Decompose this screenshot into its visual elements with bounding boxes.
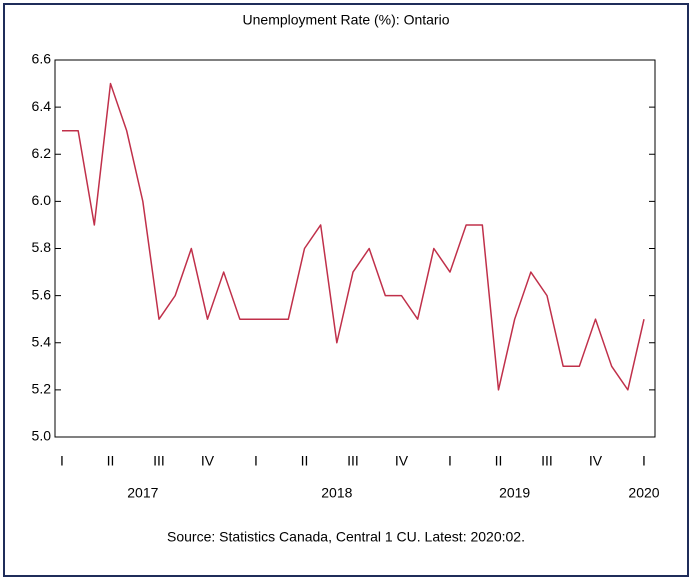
year-label: 2018 <box>321 485 352 501</box>
frame <box>3 3 689 577</box>
x-tick-label: I <box>254 453 258 469</box>
chart-title: Unemployment Rate (%): Ontario <box>243 12 450 28</box>
y-tick-label: 5.0 <box>32 428 52 444</box>
x-tick-label: IV <box>589 453 603 469</box>
x-tick-label: I <box>60 453 64 469</box>
y-tick-label: 6.4 <box>32 98 52 114</box>
x-tick-label: III <box>541 453 553 469</box>
year-label: 2020 <box>628 485 659 501</box>
y-tick-label: 5.8 <box>32 239 52 255</box>
x-tick-label: IV <box>201 453 215 469</box>
year-label: 2019 <box>499 485 530 501</box>
x-tick-label: I <box>448 453 452 469</box>
y-tick-label: 5.6 <box>32 286 52 302</box>
y-tick-label: 6.2 <box>32 145 52 161</box>
plot-area <box>54 59 656 438</box>
y-tick-label: 5.2 <box>32 381 52 397</box>
x-tick-label: III <box>347 453 359 469</box>
source-note: Source: Statistics Canada, Central 1 CU.… <box>167 529 525 545</box>
y-tick-label: 6.0 <box>32 192 52 208</box>
year-label: 2017 <box>127 485 158 501</box>
x-tick-label: I <box>642 453 646 469</box>
data-line <box>62 82 645 391</box>
x-tick-label: II <box>301 453 309 469</box>
x-tick-label: II <box>107 453 115 469</box>
x-tick-label: IV <box>395 453 409 469</box>
x-tick-label: III <box>153 453 165 469</box>
x-tick-label: II <box>495 453 503 469</box>
y-tick-label: 6.6 <box>32 51 52 67</box>
y-tick-label: 5.4 <box>32 333 52 349</box>
